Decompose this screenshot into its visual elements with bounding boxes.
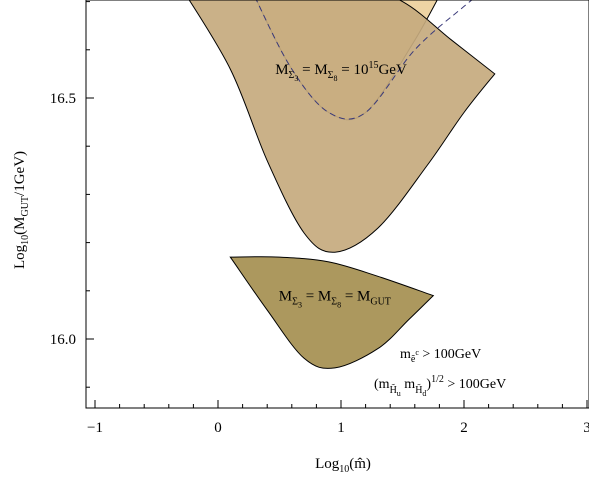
region-label-2: MΣ3 = MΣ8 = 1015GeV: [275, 60, 407, 83]
region-2: [188, 0, 496, 253]
annotation-selectron-bound: mẽc > 100GeV: [400, 347, 481, 365]
dashed-boundary: [255, 0, 473, 120]
x-tick-label: 0: [214, 420, 222, 436]
dashed-line: [255, 0, 473, 120]
y-axis-ticks: 16.016.517.0: [50, 1, 94, 388]
region-labels: MΣ3 = MΣ8 = 1014GeVMΣ3 = MΣ8 = 1015GeVMΣ…: [275, 60, 407, 310]
region-label-3: MΣ3 = MΣ8 = MGUT: [279, 288, 391, 309]
y-axis-label: Log10(MGUT/1GeV): [12, 151, 31, 269]
x-tick-label: −1: [87, 420, 103, 436]
x-tick-label: 3: [583, 420, 589, 436]
annotation-higgsino-bound: (mH̃u mH̃d)1/2 > 100GeV: [374, 374, 506, 398]
x-tick-label: 2: [460, 420, 468, 436]
x-axis-ticks: −1 0 1 2 3: [87, 400, 589, 436]
x-axis-label: Log10(m̂): [315, 456, 371, 475]
region-3: [229, 256, 435, 369]
y-tick-label: 16.0: [50, 332, 76, 348]
regions: [188, 0, 496, 369]
plot-frame: [85, 0, 589, 409]
y-tick-label: 16.5: [50, 91, 76, 107]
x-tick-label: 1: [337, 420, 345, 436]
